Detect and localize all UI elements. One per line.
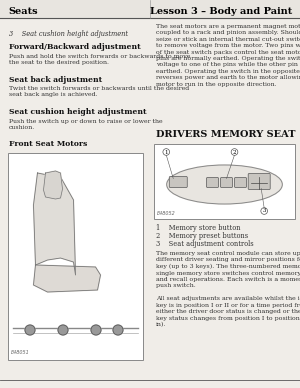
Circle shape: [58, 325, 68, 335]
FancyBboxPatch shape: [206, 177, 218, 187]
Text: E48051: E48051: [11, 350, 30, 355]
Polygon shape: [44, 171, 62, 199]
Text: Push and hold the switch forwards or backwards to move
the seat to the desired p: Push and hold the switch forwards or bac…: [9, 54, 190, 65]
Polygon shape: [34, 173, 76, 275]
FancyBboxPatch shape: [248, 173, 270, 189]
Text: Seats: Seats: [8, 7, 38, 17]
Text: Seat cushion height adjustment: Seat cushion height adjustment: [9, 108, 147, 116]
Text: DRIVERS MEMORY SEAT: DRIVERS MEMORY SEAT: [156, 130, 296, 139]
Polygon shape: [34, 265, 100, 292]
Circle shape: [91, 325, 101, 335]
FancyBboxPatch shape: [235, 177, 247, 187]
Text: 1: 1: [164, 149, 168, 154]
FancyBboxPatch shape: [220, 177, 232, 187]
Text: The memory seat control module can store up to three
different driver seating an: The memory seat control module can store…: [156, 251, 300, 327]
Text: Lesson 3 – Body and Paint: Lesson 3 – Body and Paint: [150, 7, 292, 17]
Text: 2: 2: [233, 149, 236, 154]
Text: 2    Memory preset buttons: 2 Memory preset buttons: [156, 232, 248, 240]
Circle shape: [113, 325, 123, 335]
Text: Twist the switch forwards or backwards until the desired
seat back angle is achi: Twist the switch forwards or backwards u…: [9, 86, 189, 97]
Text: Forward/Backward adjustment: Forward/Backward adjustment: [9, 43, 141, 51]
Bar: [154, 144, 295, 219]
Bar: [8, 153, 143, 360]
Text: Seat back adjustment: Seat back adjustment: [9, 76, 102, 83]
Text: E48052: E48052: [157, 211, 176, 216]
Text: Front Seat Motors: Front Seat Motors: [9, 140, 87, 149]
Text: 3: 3: [262, 208, 266, 213]
Text: 3    Seat adjustment controls: 3 Seat adjustment controls: [156, 240, 254, 248]
Text: 3    Seat cushion height adjustment: 3 Seat cushion height adjustment: [9, 30, 128, 38]
Circle shape: [25, 325, 35, 335]
Text: Push the switch up or down to raise or lower the
cushion.: Push the switch up or down to raise or l…: [9, 118, 163, 130]
FancyBboxPatch shape: [169, 177, 187, 187]
Text: 1    Memory store button: 1 Memory store button: [156, 224, 241, 232]
Ellipse shape: [167, 165, 282, 204]
Text: The seat motors are a permanent magnet motor type
coupled to a rack and pinion a: The seat motors are a permanent magnet m…: [156, 24, 300, 87]
